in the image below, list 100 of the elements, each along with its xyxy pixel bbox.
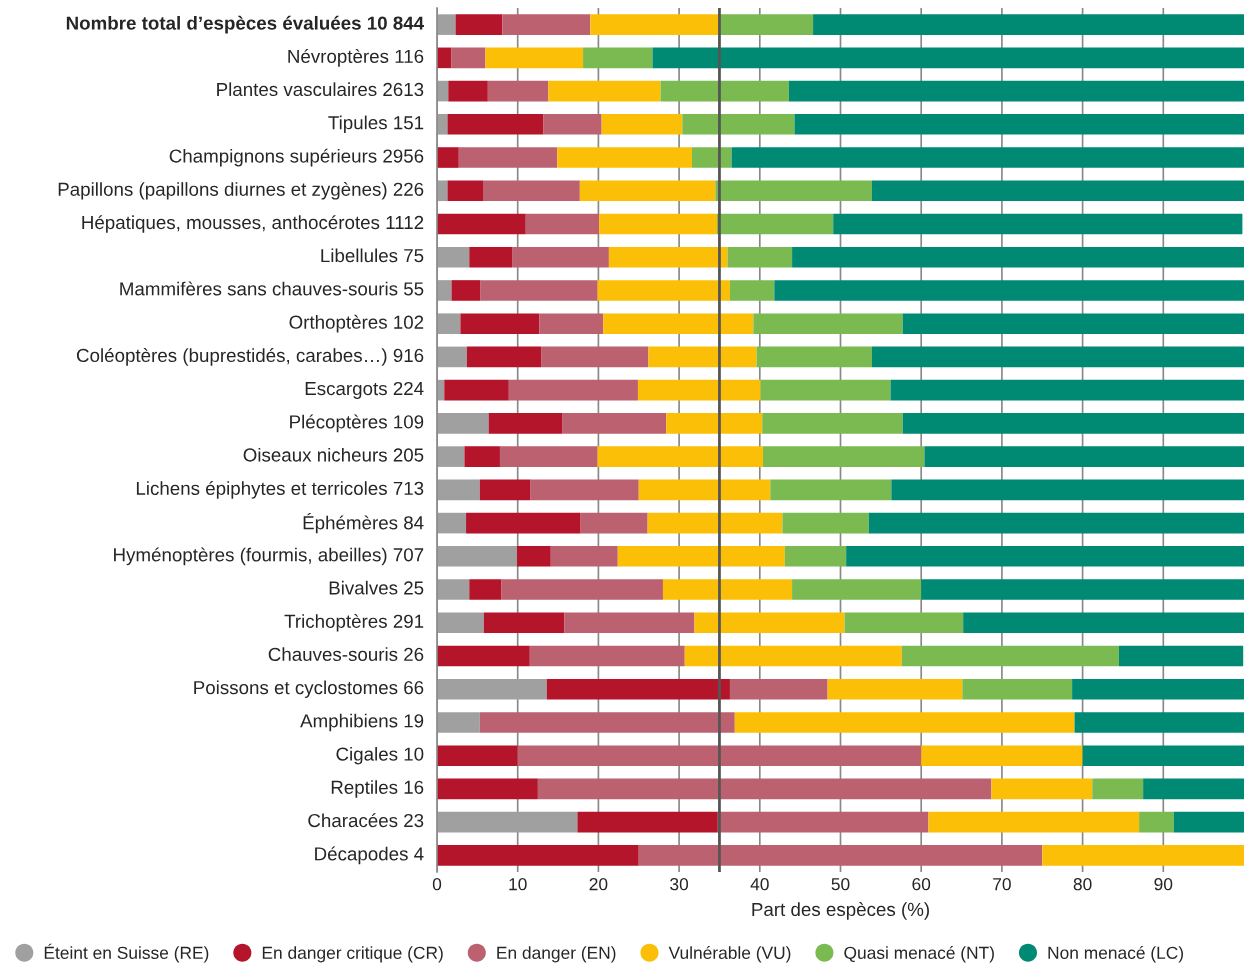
bar (715, 180, 872, 202)
y-tick-label: Trichoptères 291 (284, 613, 424, 632)
bar (902, 413, 1244, 434)
y-tick-label: Chauves-souris 26 (268, 647, 424, 662)
bar (458, 147, 558, 168)
legend-label: En danger (EN) (497, 946, 616, 963)
y-tick-label: Poissons et cyclostomes 66 (194, 680, 424, 698)
bar (469, 579, 502, 600)
y-tick-label: Plécoptères 109 (290, 414, 424, 433)
bar (437, 446, 465, 467)
x-tick-label: 90 (1154, 878, 1173, 891)
bar (963, 612, 1244, 634)
bar (901, 645, 1119, 667)
y-tick-label: Oiseaux nicheurs 205 (243, 447, 424, 462)
bar (1139, 811, 1174, 833)
bar (437, 811, 578, 833)
bar (782, 512, 869, 534)
y-tick-label: Escargots 224 (305, 381, 424, 399)
bar (928, 811, 1140, 833)
bar (590, 14, 719, 35)
bar (451, 280, 481, 301)
bar (550, 546, 618, 567)
bar (579, 180, 716, 202)
bar (437, 778, 538, 800)
bar (466, 346, 542, 368)
bar (437, 512, 467, 534)
bar (601, 114, 683, 135)
y-tick-label: Cigales 10 (336, 746, 424, 765)
bar (437, 14, 456, 35)
bar (729, 678, 828, 700)
bar (1173, 811, 1244, 833)
y-tick-label: Hépatiques, mousses, anthocérotes 1112 (82, 215, 424, 233)
bar (437, 346, 467, 368)
bar (617, 546, 785, 567)
bar (466, 512, 581, 534)
legend-label: Quasi menacé (NT) (844, 946, 994, 963)
bar (603, 313, 754, 334)
bar (731, 147, 1244, 168)
bar (562, 413, 667, 434)
bar (499, 446, 598, 467)
bar (437, 280, 452, 301)
bar (543, 114, 602, 135)
legend-label: En danger critique (CR) (262, 946, 443, 963)
bar (666, 413, 763, 434)
bar (512, 246, 609, 268)
bar (548, 80, 661, 102)
bar (647, 512, 783, 534)
bar (637, 379, 761, 401)
x-axis-title: Part des espèces (%) (752, 902, 929, 920)
bar (891, 479, 1244, 501)
bar (1118, 645, 1244, 667)
bar (437, 645, 530, 667)
y-tick-label: Amphibiens 19 (300, 713, 424, 732)
bar (597, 280, 730, 301)
bar (833, 213, 1243, 235)
y-tick-label: Décapodes 4 (315, 846, 424, 865)
bar (608, 246, 728, 268)
bar (437, 546, 517, 567)
bar (597, 446, 764, 467)
bar (437, 845, 639, 866)
bar (460, 313, 540, 334)
bar (770, 479, 892, 501)
x-tick-label: 80 (1073, 878, 1092, 891)
bar (483, 180, 580, 202)
bar (792, 579, 922, 600)
bar (1074, 712, 1244, 733)
bar (437, 413, 489, 434)
bar (437, 147, 459, 168)
bar (794, 114, 1244, 135)
bar (638, 479, 771, 501)
bar (924, 446, 1244, 467)
bar (564, 612, 695, 634)
bar (546, 678, 730, 700)
bar (525, 213, 600, 235)
legend-label: Vulnérable (VU) (668, 946, 791, 963)
y-tick-label: Plantes vasculaires 2613 (217, 82, 424, 97)
bar (437, 712, 480, 733)
bar (539, 313, 604, 334)
bar (469, 246, 513, 268)
bar (437, 745, 518, 766)
x-tick-label: 10 (509, 878, 527, 891)
bar (437, 313, 461, 334)
bar (756, 346, 872, 368)
bar (487, 80, 549, 102)
bar (451, 47, 486, 69)
bar (464, 446, 500, 467)
bar (638, 845, 1043, 866)
bar (788, 80, 1244, 102)
bar (684, 645, 902, 667)
bar (437, 47, 452, 69)
x-tick-label: 30 (670, 878, 689, 891)
bar (437, 213, 526, 235)
bar (1143, 778, 1244, 800)
bar (455, 14, 503, 35)
bar (718, 14, 814, 35)
bar (734, 712, 1075, 733)
legend-label: Éteint en Suisse (RE) (44, 943, 209, 963)
bar (508, 379, 638, 401)
y-tick-label: Bivalves 25 (329, 580, 424, 595)
bar (890, 379, 1244, 401)
